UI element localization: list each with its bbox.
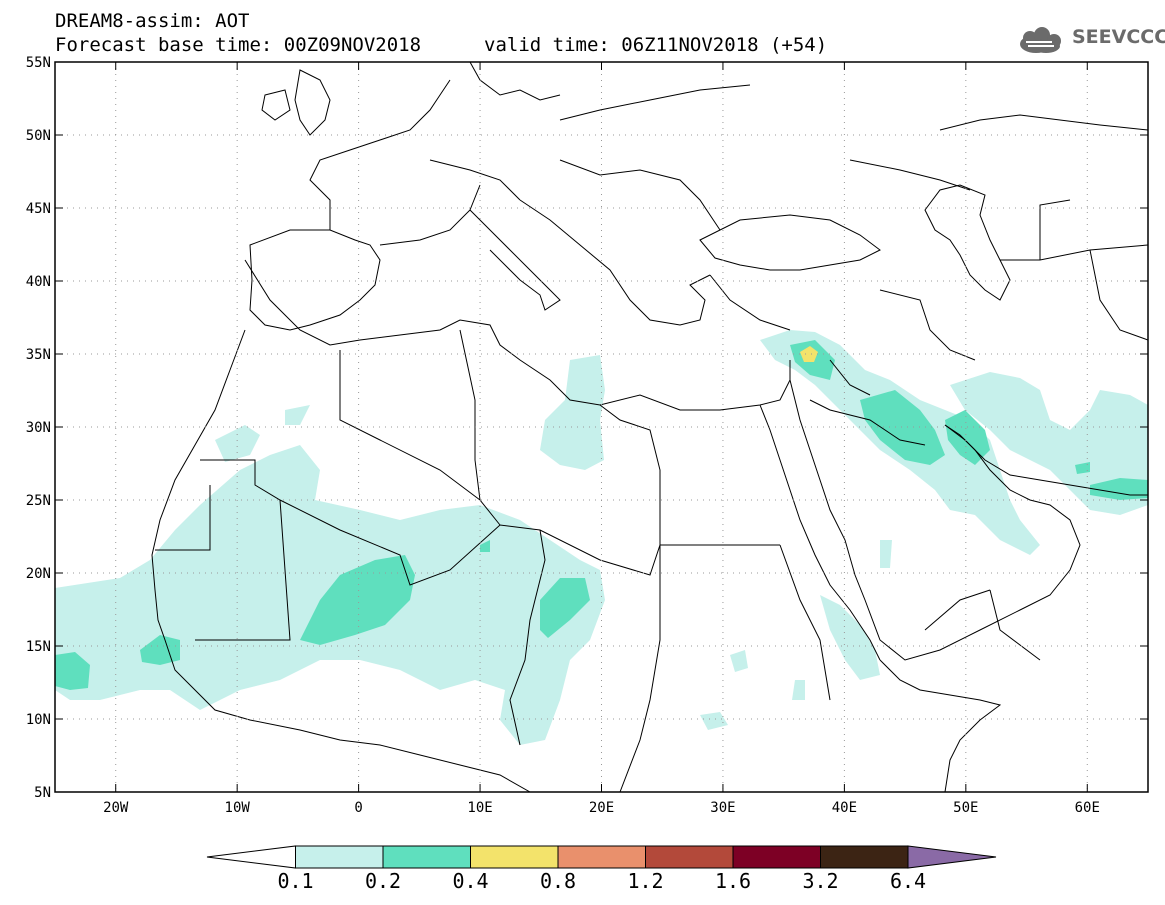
latitude-axis: 5N 10N 15N 20N 25N 30N 35N 40N 45N 50N 55N — [26, 55, 1148, 801]
colorbar-box — [470, 845, 559, 869]
colorbar-label: 1.2 — [627, 869, 663, 893]
colorbar: 0.1 0.2 0.4 0.8 1.2 1.6 3.2 6.4 — [206, 845, 997, 893]
lat-label: 45N — [26, 201, 51, 217]
lat-label: 15N — [26, 639, 51, 655]
cloud-icon — [1020, 27, 1061, 53]
colorbar-box — [382, 845, 471, 869]
lon-label: 20W — [103, 800, 129, 816]
logo-text: SEEVCCC — [1072, 26, 1165, 48]
lon-label: 60E — [1075, 800, 1100, 816]
colorbar-label: 6.4 — [890, 869, 926, 893]
colorbar-box — [820, 845, 909, 869]
valid-time: valid time: 06Z11NOV2018 (+54) — [484, 34, 828, 56]
colorbar-label: 0.8 — [540, 869, 576, 893]
lon-label: 50E — [953, 800, 978, 816]
lat-label: 30N — [26, 420, 51, 436]
gridlines — [55, 62, 1148, 792]
colorbar-under-arrow — [206, 845, 296, 869]
forecast-base-time: Forecast base time: 00Z09NOV2018 — [55, 34, 422, 56]
longitude-axis: 20W 10W 0 10E 20E 30E 40E 50E 60E — [103, 62, 1100, 816]
colorbar-label: 0.4 — [452, 869, 488, 893]
colorbar-box — [295, 845, 384, 869]
colorbar-label: 1.6 — [715, 869, 751, 893]
lon-label: 10E — [467, 800, 492, 816]
aot-shading — [55, 330, 1148, 745]
coastlines-borders — [151, 62, 1148, 792]
lon-label: 0 — [354, 800, 362, 816]
map-title: DREAM8-assim: AOT — [55, 10, 250, 32]
lon-label: 20E — [589, 800, 614, 816]
lat-label: 25N — [26, 493, 51, 509]
colorbar-label: 3.2 — [802, 869, 838, 893]
lat-label: 40N — [26, 274, 51, 290]
lon-label: 10W — [225, 800, 251, 816]
colorbar-over-arrow — [907, 845, 997, 869]
colorbar-box — [732, 845, 821, 869]
lat-label: 20N — [26, 566, 51, 582]
colorbar-label: 0.1 — [277, 869, 313, 893]
lat-label: 5N — [34, 785, 51, 801]
lon-label: 40E — [832, 800, 857, 816]
aot-0.4-0.8-areas — [800, 346, 818, 362]
lat-label: 35N — [26, 347, 51, 363]
lat-label: 50N — [26, 128, 51, 144]
lon-label: 30E — [710, 800, 735, 816]
lat-label: 55N — [26, 55, 51, 71]
colorbar-box — [645, 845, 734, 869]
lat-label: 10N — [26, 712, 51, 728]
colorbar-box — [557, 845, 646, 869]
colorbar-label: 0.2 — [365, 869, 401, 893]
